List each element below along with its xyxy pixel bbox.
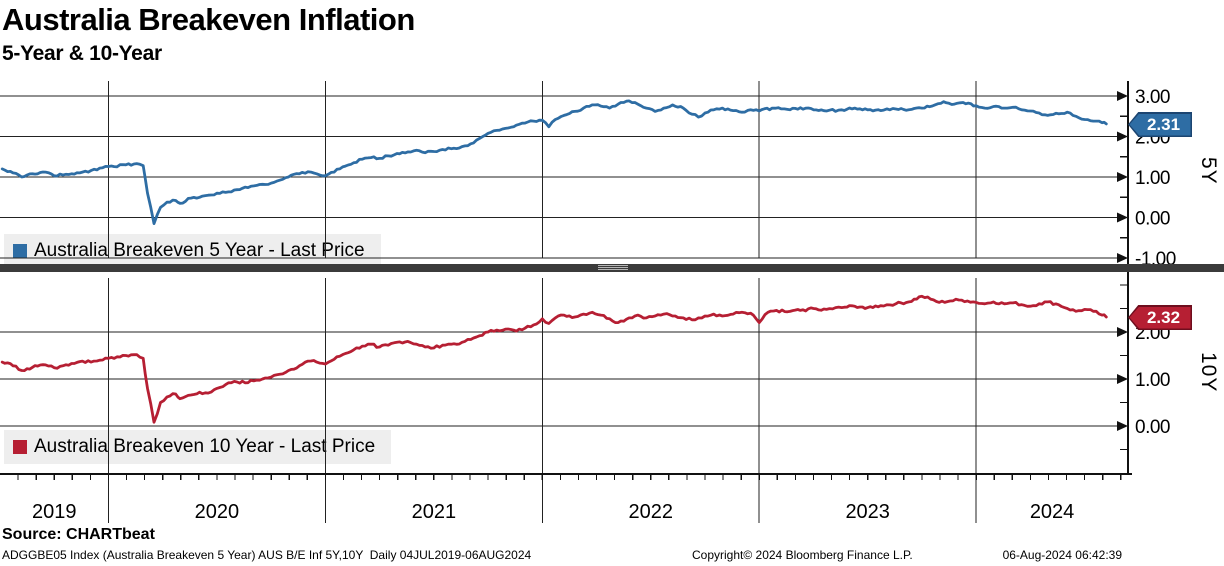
y-tick-label: 3.00 bbox=[1135, 87, 1170, 108]
major-tick-arrow-icon bbox=[1117, 421, 1128, 431]
x-axis-year-label: 2020 bbox=[195, 501, 240, 523]
pane-divider-grip-icon bbox=[598, 265, 628, 271]
series-line-10y[interactable] bbox=[0, 294, 1108, 424]
legend-label-5y: Australia Breakeven 5 Year - Last Price bbox=[34, 240, 365, 261]
major-tick-arrow-icon bbox=[1117, 327, 1128, 337]
major-tick-arrow-icon bbox=[1117, 374, 1128, 384]
page-subtitle: 5-Year & 10-Year bbox=[2, 42, 162, 65]
last-price-value-10y: 2.32 bbox=[1129, 306, 1191, 329]
axis-name-10y: 10Y bbox=[1197, 352, 1220, 393]
legend-label-10y: Australia Breakeven 10 Year - Last Price bbox=[34, 436, 376, 457]
major-tick-arrow-icon bbox=[1117, 131, 1128, 142]
legend-swatch-5y bbox=[13, 244, 27, 258]
major-tick-arrow-icon bbox=[1117, 91, 1128, 101]
major-tick-arrow-icon bbox=[1117, 212, 1128, 223]
y-tick-label: 1.00 bbox=[1135, 168, 1170, 189]
footer-security-info: ADGGBE05 Index (Australia Breakeven 5 Ye… bbox=[2, 548, 532, 562]
pane-divider[interactable] bbox=[0, 264, 1224, 272]
x-axis-year-label: 2024 bbox=[1030, 501, 1075, 523]
legend-10y[interactable]: Australia Breakeven 10 Year - Last Price bbox=[4, 430, 392, 464]
last-price-tag-5y: 2.31 bbox=[1128, 112, 1192, 137]
source-line: Source: CHARTbeat bbox=[2, 526, 155, 543]
major-tick-arrow-icon bbox=[1117, 172, 1128, 182]
y-tick-label: 0.00 bbox=[1135, 417, 1170, 438]
last-price-tag-10y: 2.32 bbox=[1128, 305, 1192, 330]
footer-datetime: 06-Aug-2024 06:42:39 bbox=[1002, 548, 1122, 562]
x-axis-year-label: 2021 bbox=[412, 501, 457, 523]
y-tick-label: 1.00 bbox=[1135, 370, 1170, 391]
series-line-5y[interactable] bbox=[0, 99, 1108, 226]
major-tick-arrow-icon bbox=[1117, 253, 1128, 263]
x-axis-year-label: 2023 bbox=[845, 501, 890, 523]
axis-name-5y: 5Y bbox=[1197, 157, 1220, 185]
legend-5y[interactable]: Australia Breakeven 5 Year - Last Price bbox=[4, 234, 381, 268]
y-tick-label: 0.00 bbox=[1135, 209, 1170, 230]
footer-copyright: Copyright© 2024 Bloomberg Finance L.P. bbox=[692, 548, 913, 562]
page-title: Australia Breakeven Inflation bbox=[2, 2, 415, 37]
legend-swatch-10y bbox=[13, 440, 27, 454]
last-price-value-5y: 2.31 bbox=[1129, 113, 1191, 136]
x-axis-year-label: 2019 bbox=[32, 501, 77, 523]
x-axis-year-label: 2022 bbox=[629, 501, 674, 523]
